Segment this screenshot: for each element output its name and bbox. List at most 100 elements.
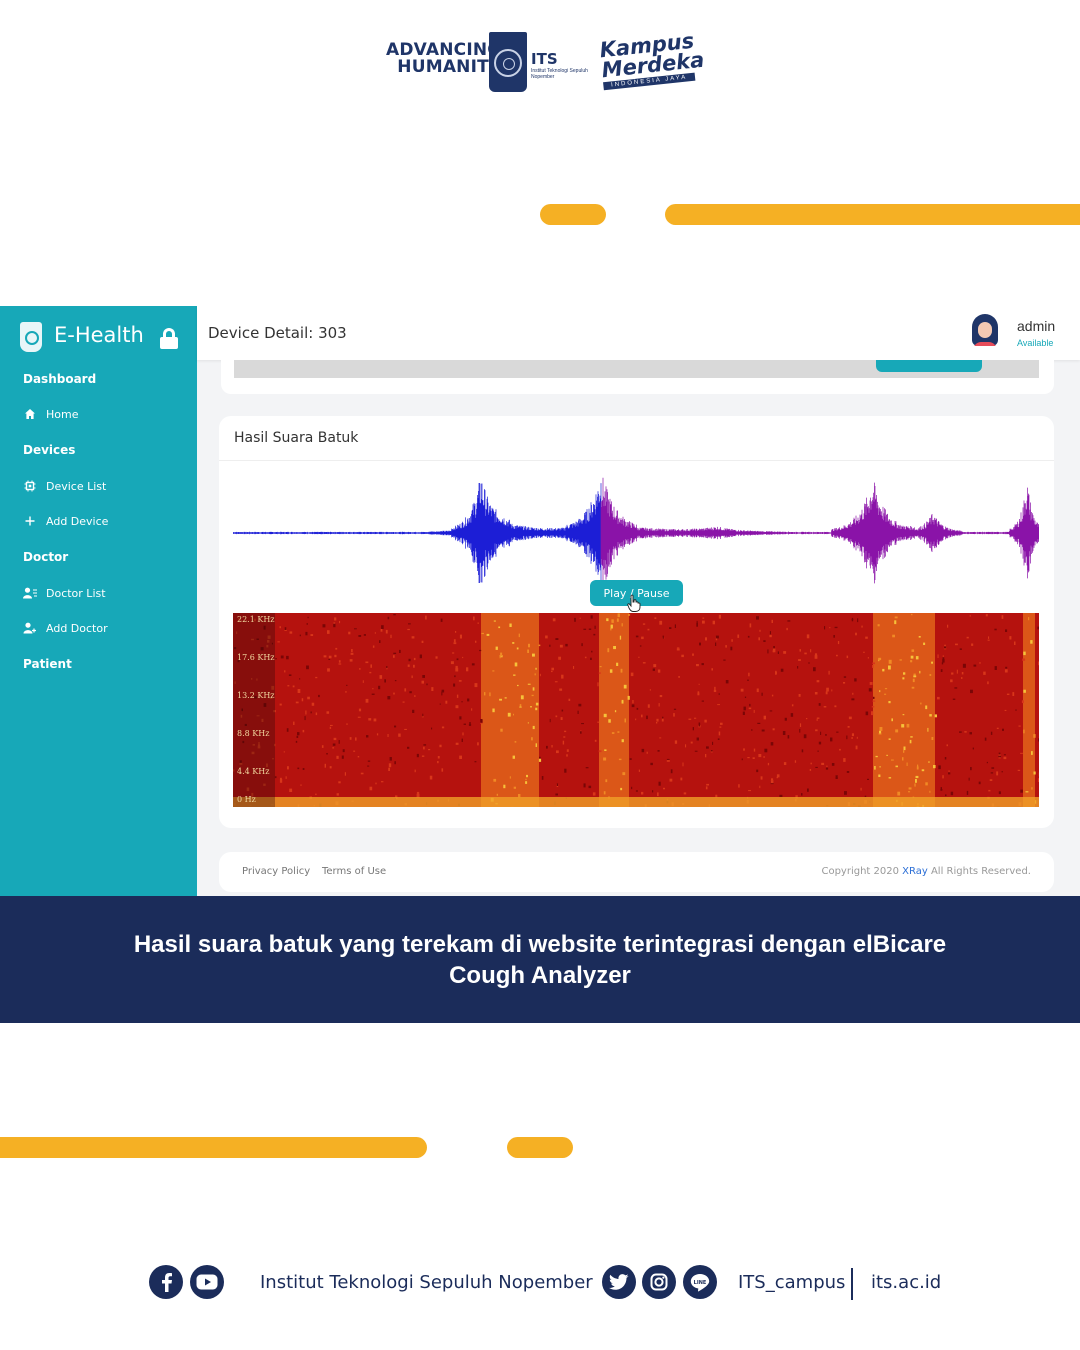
spectrogram-noise bbox=[638, 656, 640, 658]
spectrogram-noise bbox=[959, 731, 962, 733]
spectrogram-noise bbox=[931, 661, 933, 663]
sidebar-item-home[interactable]: Home bbox=[23, 407, 78, 421]
spectrogram-noise bbox=[818, 741, 822, 745]
spectrogram-noise bbox=[387, 696, 391, 700]
social-handle[interactable]: ITS_campus bbox=[738, 1272, 846, 1293]
spectrogram-noise bbox=[854, 678, 857, 682]
spectrogram-noise bbox=[519, 704, 522, 707]
nav-section-doctor: Doctor bbox=[23, 550, 69, 564]
privacy-policy-link[interactable]: Privacy Policy bbox=[242, 866, 311, 877]
spectrogram-noise bbox=[852, 692, 854, 695]
spectrogram-noise bbox=[787, 620, 791, 622]
spectrogram-noise bbox=[1003, 756, 1007, 760]
spectrogram-noise bbox=[474, 683, 478, 688]
spectrogram-noise bbox=[681, 654, 684, 658]
spectrogram-noise bbox=[1022, 658, 1025, 660]
spectrogram-noise bbox=[304, 716, 306, 721]
spectrogram-noise bbox=[493, 778, 497, 782]
waveform-played bbox=[233, 482, 602, 584]
spectrogram-noise bbox=[628, 614, 631, 616]
spectrogram-noise bbox=[574, 617, 576, 622]
row-detail-button[interactable] bbox=[876, 360, 982, 372]
spectrogram-noise bbox=[297, 732, 300, 736]
spectrogram-noise bbox=[1005, 666, 1008, 669]
spectrogram-noise bbox=[321, 745, 324, 748]
spectrogram-noise bbox=[271, 642, 273, 645]
caption-band: Hasil suara batuk yang terekam di websit… bbox=[0, 896, 1080, 1023]
sidebar-item-doctor-list[interactable]: Doctor List bbox=[23, 586, 106, 600]
spectrogram-noise bbox=[836, 731, 839, 733]
spectrogram-noise bbox=[244, 723, 247, 726]
youtube-icon[interactable] bbox=[190, 1265, 224, 1299]
instagram-icon[interactable] bbox=[642, 1265, 676, 1299]
spectrogram-noise bbox=[996, 771, 999, 776]
spectrogram-noise bbox=[942, 657, 945, 660]
spectrogram-noise bbox=[419, 654, 422, 659]
twitter-icon[interactable] bbox=[602, 1265, 636, 1299]
spectrogram-noise bbox=[394, 680, 397, 682]
spectrogram-noise bbox=[632, 700, 634, 704]
spectrogram-noise bbox=[743, 706, 746, 711]
spectrogram-noise bbox=[594, 739, 597, 742]
copyright-brand-link[interactable]: XRay bbox=[902, 866, 928, 877]
spectrogram-noise bbox=[512, 642, 515, 644]
spectrogram-noise bbox=[911, 613, 913, 616]
spectrogram-noise bbox=[986, 761, 988, 764]
spectrogram-noise bbox=[437, 761, 439, 764]
spectrogram-noise bbox=[810, 649, 812, 653]
spectrogram-noise bbox=[784, 717, 787, 721]
lock-icon[interactable] bbox=[160, 328, 178, 349]
sidebar-item-add-device[interactable]: Add Device bbox=[23, 514, 108, 528]
spectrogram-noise bbox=[783, 762, 787, 765]
spectrogram-noise bbox=[855, 632, 857, 636]
brand[interactable]: E-Health bbox=[18, 318, 188, 358]
spectrogram-noise bbox=[916, 766, 919, 770]
spectrogram-noise bbox=[715, 795, 718, 798]
spectrogram-noise bbox=[747, 635, 750, 638]
spectrogram-noise bbox=[538, 644, 541, 647]
user-name[interactable]: admin bbox=[1017, 318, 1056, 334]
its-logo-subtitle: Institut Teknologi Sepuluh Nopember bbox=[531, 68, 588, 80]
spectrogram-noise bbox=[445, 700, 448, 704]
spectrogram-noise bbox=[604, 749, 607, 751]
sidebar-item-add-doctor[interactable]: Add Doctor bbox=[23, 621, 108, 635]
audio-waveform[interactable] bbox=[233, 471, 1039, 591]
website-link[interactable]: its.ac.id bbox=[871, 1272, 942, 1293]
spectrogram-noise bbox=[991, 767, 995, 769]
spectrogram-noise bbox=[923, 642, 926, 645]
spectrogram-noise bbox=[393, 614, 396, 616]
nav-section-devices: Devices bbox=[23, 443, 76, 457]
spectrogram-noise bbox=[431, 727, 433, 730]
spectrogram-noise bbox=[535, 707, 538, 711]
spectrogram-noise bbox=[1023, 651, 1026, 656]
spectrogram-noise bbox=[560, 717, 563, 720]
spectrogram-noise bbox=[541, 776, 544, 780]
spectrogram-noise bbox=[527, 683, 531, 685]
spectrogram-noise bbox=[239, 762, 243, 765]
sidebar-item-device-list[interactable]: Device List bbox=[23, 479, 106, 493]
spectrogram-noise bbox=[564, 730, 567, 733]
spectrogram-noise bbox=[327, 630, 330, 634]
spectrogram-noise bbox=[772, 728, 775, 731]
spectrogram-noise bbox=[653, 664, 657, 668]
line-icon[interactable]: LINE bbox=[683, 1265, 717, 1299]
facebook-icon[interactable] bbox=[149, 1265, 183, 1299]
spectrogram-noise bbox=[558, 656, 561, 660]
spectrogram-noise bbox=[407, 746, 410, 749]
spectrogram-noise bbox=[481, 632, 484, 635]
spectrogram-noise bbox=[696, 664, 699, 667]
spectrogram-noise bbox=[899, 659, 902, 661]
terms-of-use-link[interactable]: Terms of Use bbox=[322, 866, 387, 877]
spectrogram-noise bbox=[878, 774, 881, 777]
freq-label: 17.6 KHz bbox=[237, 653, 275, 662]
spectrogram-noise bbox=[1030, 640, 1033, 644]
nav-section-patient[interactable]: Patient bbox=[23, 657, 72, 671]
spectrogram-noise bbox=[794, 760, 797, 763]
spectrogram-noise bbox=[947, 624, 949, 628]
spectrogram-noise bbox=[450, 661, 454, 665]
spectrogram-noise bbox=[1020, 789, 1023, 793]
spectrogram-noise bbox=[764, 748, 768, 753]
spectrogram-noise bbox=[272, 758, 274, 760]
spectrogram-noise bbox=[918, 636, 921, 638]
spectrogram-noise bbox=[816, 717, 820, 719]
